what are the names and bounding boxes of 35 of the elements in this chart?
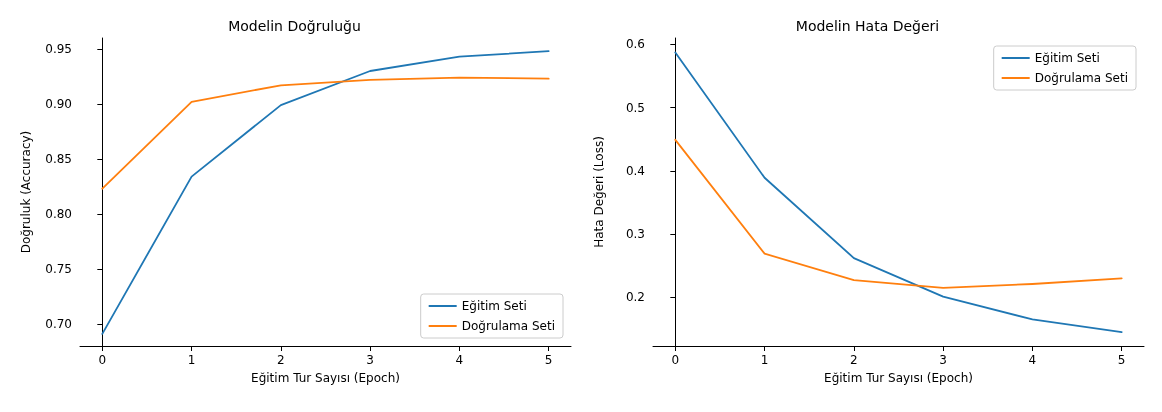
x-tick-label: 1 <box>187 353 196 367</box>
x-tick-label: 2 <box>277 353 285 367</box>
y-tick-label: 0.4 <box>625 163 645 178</box>
x-tick-label: 3 <box>939 353 947 367</box>
legend-label: Eğitim Seti <box>1034 51 1100 65</box>
y-tick-label: 0.5 <box>625 100 645 115</box>
y-tick-label: 0.2 <box>625 290 645 305</box>
line-series <box>674 138 1123 289</box>
legend-label: Eğitim Seti <box>461 299 527 313</box>
x-axis-title: Eğitim Tur Sayısı (Epoch) <box>251 371 400 385</box>
y-tick-label: 0.75 <box>45 262 72 276</box>
x-tick-label: 5 <box>544 353 553 367</box>
y-tick-label: 0.95 <box>45 42 72 56</box>
y-axis-title: Hata Değeri (Loss) <box>592 136 606 248</box>
y-tick-label: 0.6 <box>625 37 645 52</box>
legend-label: Doğrulama Seti <box>461 319 556 333</box>
y-tick-label: 0.70 <box>45 317 72 331</box>
y-axis-title: Doğruluk (Accuracy) <box>19 130 33 254</box>
y-tick-label: 0.85 <box>45 152 72 166</box>
x-tick-label: 5 <box>1117 353 1126 367</box>
y-tick-label: 0.80 <box>45 207 72 221</box>
x-axis-title: Eğitim Tur Sayısı (Epoch) <box>824 371 973 385</box>
chart-title: Modelin Hata Değeri <box>795 18 940 34</box>
x-tick-label: 4 <box>455 353 464 367</box>
line-series <box>101 76 550 190</box>
chart-title: Modelin Doğruluğu <box>228 18 361 34</box>
x-tick-label: 0 <box>98 353 107 367</box>
y-tick-label: 0.90 <box>45 97 72 111</box>
x-tick-label: 2 <box>850 353 858 367</box>
legend-label: Doğrulama Seti <box>1034 71 1129 85</box>
x-tick-label: 3 <box>366 353 374 367</box>
y-tick-label: 0.3 <box>625 227 645 242</box>
x-tick-label: 0 <box>671 353 680 367</box>
x-tick-label: 1 <box>760 353 769 367</box>
x-tick-label: 4 <box>1028 353 1037 367</box>
